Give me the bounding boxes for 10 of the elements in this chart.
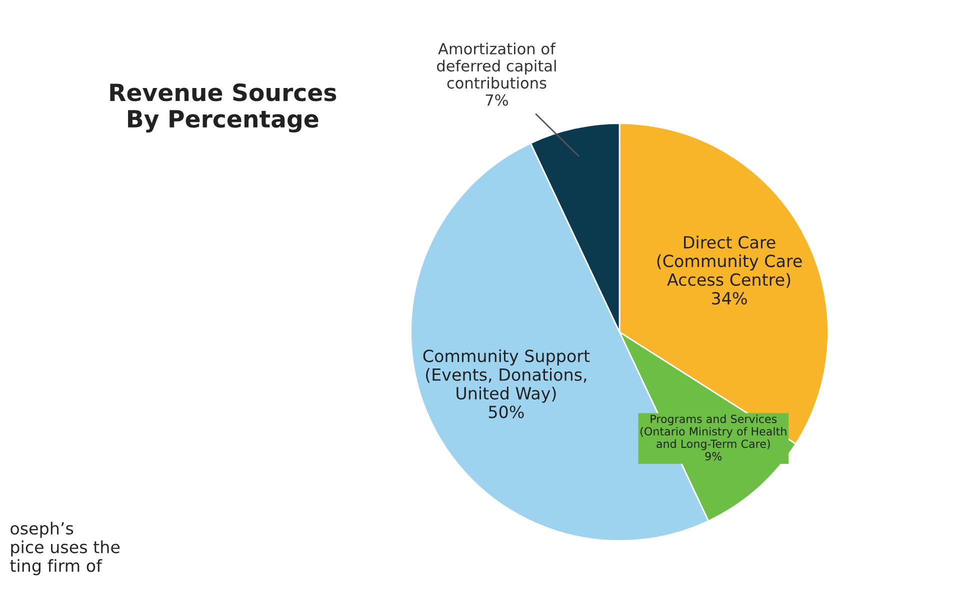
data-label: 9%: [705, 452, 722, 460]
data-label: 7%: [486, 94, 508, 106]
slice-label: Programs and Services (Ontario Ministry of Health and Long-Term Care): [640, 414, 786, 450]
slice-label: Amortization of deferred capital contributions: [437, 42, 556, 89]
slice-label: Direct Care (Community Care Access Centre): [657, 236, 802, 288]
text: oseph’s pice uses the ting firm of: [10, 522, 120, 576]
data-label: 50%: [488, 406, 524, 418]
text: Revenue Sources By Percentage: [110, 83, 336, 132]
data-label: 34%: [712, 292, 747, 305]
slice-label: Community Support (Events, Donations, United Way): [423, 349, 590, 403]
